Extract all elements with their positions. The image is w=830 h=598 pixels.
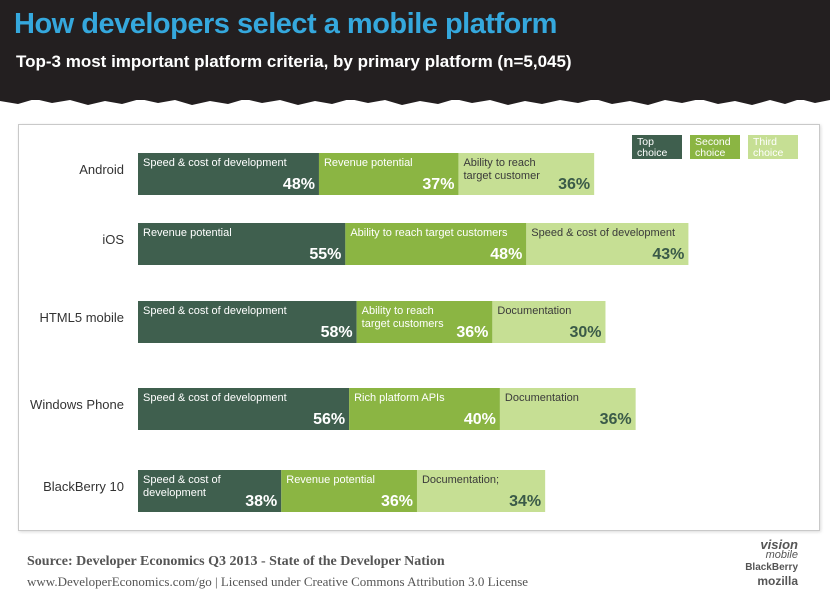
data-label: 48%: [490, 246, 522, 263]
segment-label: Rich platform APIs: [354, 392, 445, 404]
segment-label: Revenue potential: [324, 157, 413, 169]
bar-segment: [416, 470, 546, 512]
data-label: 40%: [464, 411, 496, 428]
data-label: 58%: [321, 324, 353, 341]
segment-label: Documentation;: [422, 474, 499, 486]
bar-segment: [138, 388, 350, 430]
data-label: 34%: [509, 493, 541, 510]
data-label: 36%: [600, 411, 632, 428]
segment-label: Revenue potential: [143, 227, 232, 239]
legend-label: Third choice: [753, 136, 784, 159]
bar-segment: [356, 301, 493, 343]
data-label: 30%: [569, 324, 601, 341]
bar-segment: [492, 301, 606, 343]
segment-label: Ability to reach target customer: [463, 157, 540, 182]
header-banner: How developers select a mobile platform …: [0, 0, 830, 100]
bar-segment: [499, 388, 636, 430]
bar-segment: [138, 223, 346, 265]
sponsor-logos: vision mobile BlackBerry mozilla: [718, 537, 798, 596]
segment-label: Speed & cost of development: [143, 305, 287, 317]
segment-label: Speed & cost of development: [143, 157, 287, 169]
category-label: HTML5 mobile: [39, 310, 124, 325]
segment-label: Documentation: [497, 305, 571, 317]
torn-paper-edge: [0, 92, 830, 105]
source-note: Source: Developer Economics Q3 2013 - St…: [27, 554, 445, 569]
legend-swatch: [632, 135, 682, 159]
data-label: 36%: [558, 176, 590, 193]
segment-label: Ability to reach target customers: [362, 305, 444, 330]
segment-label: Speed & cost of development: [143, 474, 222, 499]
legend-swatch: [748, 135, 798, 159]
legend-label: Second choice: [695, 136, 731, 159]
bar-segment: [526, 223, 689, 265]
chart-title: How developers select a mobile platform: [14, 8, 557, 40]
legend-swatch: [690, 135, 740, 159]
license-note: www.DeveloperEconomics.com/go | Licensed…: [27, 574, 529, 589]
segment-label: Speed & cost of development: [531, 227, 675, 239]
data-label: 56%: [313, 411, 345, 428]
bar-segment: [138, 470, 282, 512]
bar-segment: [138, 153, 319, 195]
data-label: 48%: [283, 176, 315, 193]
legend-label: Top choice: [637, 136, 668, 159]
mozilla-logo: mozilla: [757, 574, 798, 588]
chart-subtitle: Top-3 most important platform criteria, …: [16, 52, 572, 71]
data-label: 55%: [309, 246, 341, 263]
segment-label: Ability to reach target customers: [350, 227, 508, 239]
bar-segment: [138, 301, 357, 343]
bar-segment: [349, 388, 500, 430]
segment-label: Speed & cost of development: [143, 392, 287, 404]
data-label: 36%: [381, 493, 413, 510]
bar-segment: [318, 153, 459, 195]
category-label: BlackBerry 10: [43, 479, 124, 494]
data-label: 36%: [456, 324, 488, 341]
bar-segment: [345, 223, 527, 265]
visionmobile-logo-vision: vision: [760, 537, 798, 552]
category-label: iOS: [102, 232, 124, 247]
segment-label: Documentation: [505, 392, 579, 404]
visionmobile-logo-mobile: mobile: [765, 549, 798, 561]
bar-segment: [281, 470, 417, 512]
data-label: 37%: [422, 176, 454, 193]
blackberry-logo: BlackBerry: [745, 562, 798, 573]
segment-label: Revenue potential: [286, 474, 375, 486]
data-label: 43%: [652, 246, 684, 263]
bar-segment: [458, 153, 595, 195]
category-label: Android: [79, 162, 124, 177]
data-label: 38%: [245, 493, 277, 510]
category-label: Windows Phone: [30, 397, 124, 412]
